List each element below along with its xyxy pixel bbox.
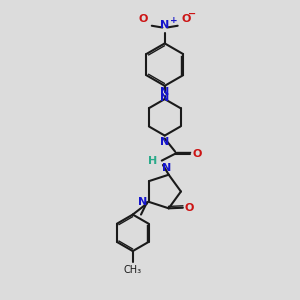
Text: N: N xyxy=(160,20,169,30)
Text: O: O xyxy=(192,149,202,159)
Text: O: O xyxy=(181,14,190,24)
Text: O: O xyxy=(184,203,194,213)
Text: N: N xyxy=(160,87,169,97)
Text: O: O xyxy=(139,14,148,24)
Text: N: N xyxy=(160,94,169,103)
Text: N: N xyxy=(162,163,171,173)
Text: H: H xyxy=(148,157,158,166)
Text: +: + xyxy=(170,16,178,25)
Text: −: − xyxy=(188,9,196,19)
Text: CH₃: CH₃ xyxy=(124,265,142,275)
Text: N: N xyxy=(160,137,169,147)
Text: N: N xyxy=(138,197,147,207)
